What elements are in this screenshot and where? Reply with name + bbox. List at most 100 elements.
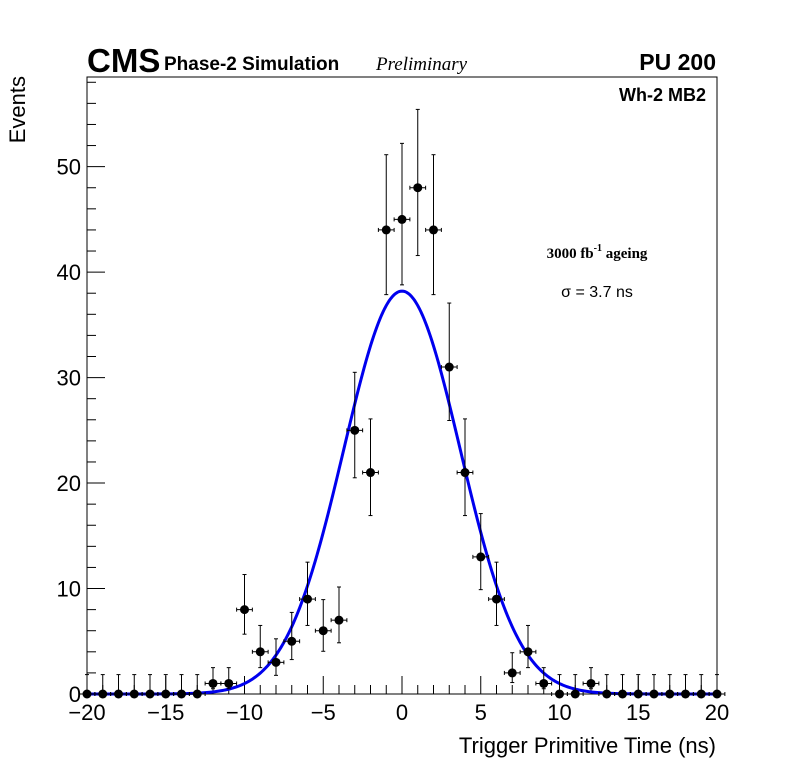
fit-curve <box>87 289 717 696</box>
marker <box>114 689 123 699</box>
x-tick-label: 0 <box>396 700 408 725</box>
data-point <box>283 611 301 661</box>
data-point <box>78 674 96 699</box>
marker <box>555 689 564 699</box>
data-point <box>582 667 600 690</box>
marker <box>712 689 722 699</box>
data-point <box>377 154 395 296</box>
data-point <box>236 574 253 635</box>
data-point <box>157 674 175 699</box>
data-point <box>314 599 332 652</box>
data-point <box>251 624 269 669</box>
marker <box>334 615 344 625</box>
marker <box>240 605 249 615</box>
x-tick-label: −5 <box>311 700 336 725</box>
marker <box>177 689 186 699</box>
marker <box>161 689 171 699</box>
data-point <box>614 674 631 699</box>
marker <box>523 647 533 657</box>
marker <box>492 594 501 604</box>
data-point <box>393 142 411 286</box>
data-point <box>692 674 710 699</box>
data-point <box>456 418 474 517</box>
data-point <box>519 624 537 669</box>
data-point <box>220 667 238 690</box>
x-axis-label: Trigger Primitive Time (ns) <box>459 733 716 758</box>
data-point <box>598 674 616 699</box>
data-point <box>677 674 694 699</box>
data-point <box>299 561 316 626</box>
y-tick-label: 20 <box>57 471 81 496</box>
data-point <box>661 674 679 699</box>
lumi-annotation: 3000 fb-1 ageing <box>547 243 648 262</box>
y-tick-label: 0 <box>69 682 81 707</box>
marker <box>224 678 234 688</box>
marker <box>350 425 360 435</box>
marker <box>413 183 423 193</box>
marker <box>649 689 659 699</box>
y-tick-label: 50 <box>57 155 81 180</box>
marker <box>618 689 627 699</box>
y-tick-label: 40 <box>57 260 81 285</box>
x-tick-label: 20 <box>705 700 729 725</box>
data-point <box>503 652 521 684</box>
y-axis: 0 10 20 30 40 50 <box>57 81 105 707</box>
x-tick-label: −10 <box>226 700 263 725</box>
data-point <box>440 302 458 421</box>
data-point <box>362 418 379 517</box>
marker <box>570 689 580 699</box>
x-tick-label: −15 <box>147 700 184 725</box>
data-point <box>267 638 285 676</box>
x-tick-label: 10 <box>547 700 571 725</box>
marker <box>287 636 297 646</box>
region-label: Wh-2 MB2 <box>619 85 706 105</box>
marker <box>318 626 328 636</box>
marker <box>665 689 675 699</box>
marker <box>381 225 391 235</box>
marker <box>476 552 486 562</box>
fit-layer <box>87 289 717 696</box>
data-point <box>566 674 584 699</box>
data-point <box>409 108 427 257</box>
data-point <box>488 561 505 626</box>
marker <box>696 689 706 699</box>
marker <box>271 657 281 667</box>
x-tick-label: 15 <box>626 700 650 725</box>
pileup-label: PU 200 <box>639 49 716 75</box>
marker <box>145 689 155 699</box>
cms-label: CMS <box>87 42 160 79</box>
data-point <box>346 371 364 479</box>
marker <box>633 689 643 699</box>
data-point <box>629 674 647 699</box>
marker <box>303 594 312 604</box>
marker <box>539 678 549 688</box>
data-point <box>472 513 490 591</box>
marker <box>366 468 375 478</box>
marker <box>444 362 454 372</box>
marker <box>460 468 470 478</box>
marker <box>82 689 92 699</box>
marker <box>397 214 407 224</box>
data-point <box>188 674 206 699</box>
y-tick-label: 10 <box>57 577 81 602</box>
marker <box>602 689 612 699</box>
marker <box>429 225 438 235</box>
marker <box>681 689 690 699</box>
marker <box>586 678 596 688</box>
marker <box>129 689 139 699</box>
data-point <box>535 667 553 690</box>
y-tick-label: 30 <box>57 366 81 391</box>
preliminary-label: Preliminary <box>375 54 468 75</box>
data-point <box>425 154 442 296</box>
y-axis-label: Events <box>5 76 30 143</box>
marker <box>98 689 108 699</box>
points-layer <box>78 108 726 699</box>
marker <box>208 678 218 688</box>
simulation-label: Phase-2 Simulation <box>164 54 339 75</box>
x-tick-label: −20 <box>68 700 105 725</box>
marker <box>192 689 202 699</box>
marker <box>507 668 517 678</box>
sigma-annotation: σ = 3.7 ns <box>561 284 633 301</box>
data-point <box>330 586 348 644</box>
